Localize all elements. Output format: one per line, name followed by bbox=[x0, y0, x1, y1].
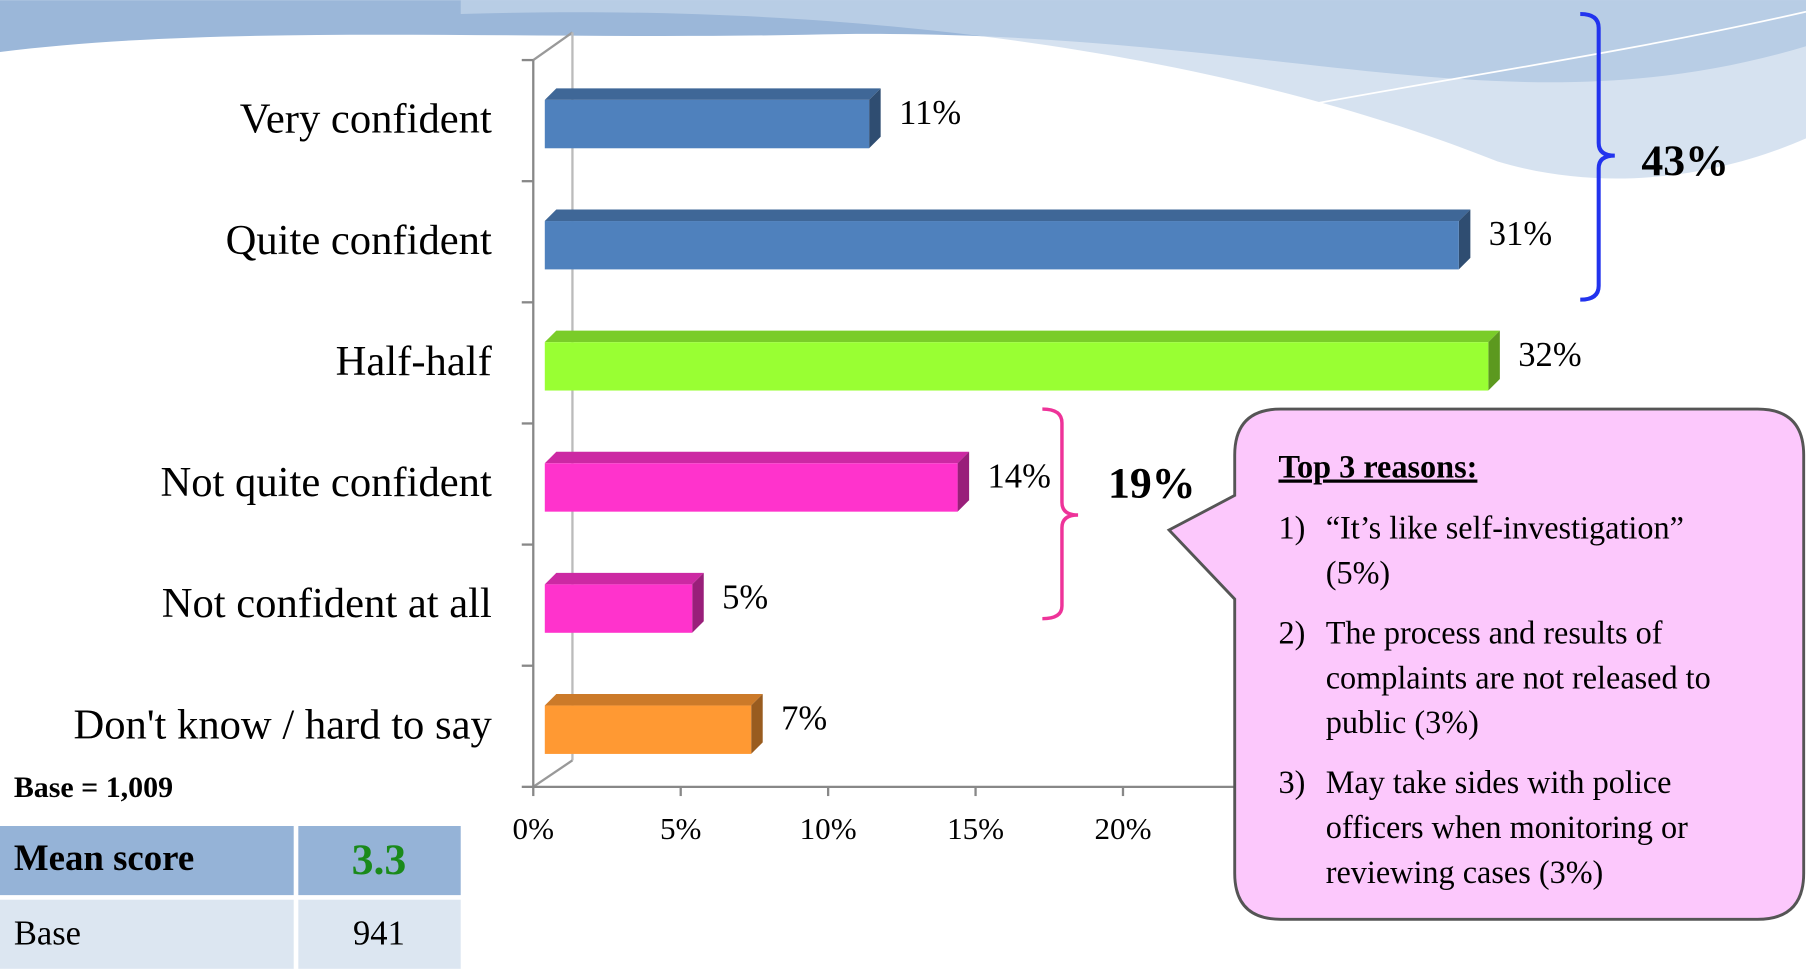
bar-top bbox=[544, 694, 763, 706]
x-tick-label: 10% bbox=[800, 811, 857, 846]
bracket bbox=[1042, 407, 1079, 621]
bar-side bbox=[1458, 209, 1471, 270]
x-tick-label: 0% bbox=[513, 811, 554, 846]
bar-top bbox=[544, 209, 1471, 222]
value-label: 11% bbox=[899, 94, 961, 132]
value-label: 31% bbox=[1489, 215, 1552, 253]
table-cell bbox=[0, 899, 294, 969]
bar-top bbox=[544, 88, 881, 100]
bar bbox=[544, 99, 870, 149]
background-wave bbox=[460, 0, 1806, 179]
callout-line: (5%) bbox=[1326, 554, 1390, 590]
category-label: Very confident bbox=[240, 96, 492, 143]
x-tick-label: 15% bbox=[947, 811, 1004, 846]
callout-line: public (3%) bbox=[1326, 704, 1479, 740]
category-label: Don't know / hard to say bbox=[73, 701, 492, 748]
table-cell bbox=[298, 899, 461, 969]
callout-line: complaints are not released to bbox=[1326, 659, 1711, 695]
bar bbox=[544, 221, 1459, 270]
bar-top bbox=[544, 572, 704, 585]
background-line bbox=[1036, 10, 1806, 163]
bar-side bbox=[869, 88, 881, 149]
base-note: Base = 1,009 bbox=[14, 771, 173, 804]
bar-side bbox=[692, 572, 704, 633]
table-cell-text: Base bbox=[14, 914, 81, 952]
value-label: 7% bbox=[781, 700, 827, 738]
callout-number: 1) bbox=[1278, 510, 1305, 546]
value-label: 32% bbox=[1518, 336, 1581, 374]
callout-line: May take sides with police bbox=[1326, 764, 1672, 800]
annotation: 43% bbox=[1641, 137, 1729, 185]
value-label: 14% bbox=[988, 457, 1051, 495]
callout-text: Top 3 reasons: 1) “It’s like self-investig… bbox=[1278, 449, 1710, 890]
category-label: Quite confident bbox=[226, 217, 492, 264]
value-label: 5% bbox=[722, 578, 768, 616]
annotation: 19% bbox=[1108, 459, 1196, 507]
callout-number: 2) bbox=[1278, 614, 1305, 650]
callout-line: officers when monitoring or bbox=[1326, 809, 1688, 845]
callout-number: 3) bbox=[1278, 764, 1305, 800]
bar-top bbox=[544, 330, 1500, 343]
table-header: Mean score bbox=[14, 837, 194, 878]
category-label: Not quite confident bbox=[160, 459, 491, 506]
wall-edge bbox=[532, 759, 574, 788]
mean-score: 3.3 bbox=[352, 836, 407, 884]
category-label: Half-half bbox=[336, 338, 493, 385]
bracket bbox=[1580, 11, 1615, 302]
table-header-cell bbox=[298, 826, 461, 896]
callout-line: “It’s like self-investigation” bbox=[1326, 510, 1684, 546]
bar bbox=[544, 342, 1489, 391]
bar bbox=[544, 705, 752, 754]
bar-side bbox=[957, 451, 970, 512]
x-tick-label: 20% bbox=[1095, 811, 1152, 846]
bar-side bbox=[1488, 330, 1500, 391]
callout-line: The process and results of bbox=[1326, 614, 1663, 650]
bar bbox=[544, 463, 958, 512]
callout-title: Top 3 reasons: bbox=[1278, 449, 1477, 485]
bar-top bbox=[544, 451, 970, 464]
callout bbox=[1166, 407, 1806, 921]
category-label: Not confident at all bbox=[162, 580, 492, 627]
x-tick-label: 5% bbox=[660, 811, 701, 846]
wall-edge bbox=[532, 31, 574, 62]
bar-side bbox=[751, 694, 763, 754]
table-cell-text: 941 bbox=[353, 914, 405, 952]
bar bbox=[544, 584, 693, 633]
callout-line: reviewing cases (3%) bbox=[1326, 854, 1604, 890]
table-header-cell bbox=[0, 826, 294, 896]
